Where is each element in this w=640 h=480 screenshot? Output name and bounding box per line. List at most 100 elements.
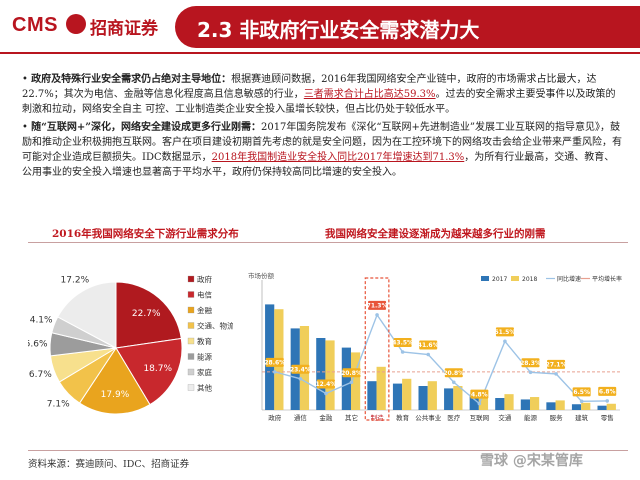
bar-2018 bbox=[555, 400, 565, 410]
bar-2017 bbox=[316, 338, 326, 410]
pie-legend-swatch bbox=[187, 322, 195, 329]
bar-2017 bbox=[495, 398, 505, 410]
growth-point bbox=[375, 313, 379, 317]
growth-label: 28.6% bbox=[264, 360, 285, 367]
growth-label-bg bbox=[521, 358, 540, 368]
source-note: 资料来源：赛迪顾问、IDC、招商证券 bbox=[28, 459, 190, 470]
growth-point bbox=[298, 377, 303, 381]
pie-legend-label: 电信 bbox=[197, 290, 212, 300]
header-bar: CMS 招商证券 2.3 非政府行业安全需求潜力大 bbox=[0, 0, 640, 56]
bar-2018 bbox=[325, 340, 335, 410]
x-tick-label: 其它 bbox=[345, 413, 358, 422]
growth-label: 20.8% bbox=[341, 370, 362, 377]
x-tick-label: 互联网 bbox=[470, 413, 490, 422]
growth-label: 41.6% bbox=[418, 342, 439, 349]
logo-cn-text: 招商证券 bbox=[90, 19, 158, 39]
bullet-2-highlight: 2018年我国制造业安全投入同比2017年增速达到71.3% bbox=[211, 152, 465, 163]
bar-legend-label: 2018 bbox=[522, 276, 537, 283]
growth-point bbox=[503, 339, 507, 344]
pie-slice bbox=[78, 347, 151, 415]
growth-label-bg bbox=[291, 364, 310, 374]
growth-label: 12.4% bbox=[316, 381, 337, 388]
bar-legend-label: 2017 bbox=[492, 276, 507, 283]
y-axis-label: 市场份额 bbox=[248, 271, 275, 280]
x-tick-label: 金融 bbox=[319, 413, 333, 422]
pie-legend-label: 能源 bbox=[197, 352, 212, 362]
growth-label-bg bbox=[265, 357, 284, 367]
bullet-2-text-b: ，为所有行业最高，交通、教育、公用事业的安全投入增速也显著高于平均水平，政府仍保… bbox=[22, 152, 615, 178]
growth-point bbox=[528, 370, 533, 375]
growth-label-bg bbox=[572, 387, 591, 397]
growth-label: 43.5% bbox=[392, 340, 413, 347]
bar-2018 bbox=[504, 394, 514, 410]
bar-2018 bbox=[529, 397, 540, 410]
pie-legend-swatch bbox=[187, 275, 195, 283]
bar-2017 bbox=[367, 381, 377, 410]
growth-label-bg bbox=[547, 359, 566, 369]
header-divider bbox=[0, 52, 640, 54]
x-tick-label: 政府 bbox=[268, 413, 282, 422]
growth-label: 27.1% bbox=[546, 362, 567, 369]
bar-2017 bbox=[341, 347, 351, 410]
pie-slice-label: 18.7% bbox=[143, 364, 172, 374]
footer-divider bbox=[28, 450, 628, 451]
bullet-1-highlight: 三者需求合计占比高达59.3% bbox=[303, 89, 436, 100]
growth-point bbox=[349, 380, 354, 385]
x-tick-label: 制造 bbox=[371, 413, 385, 422]
growth-label: 28.3% bbox=[520, 360, 541, 367]
bar-2017 bbox=[469, 394, 479, 410]
growth-label-bg bbox=[470, 389, 489, 399]
bar-2017 bbox=[418, 386, 428, 410]
pie-legend-label: 交通、物流 bbox=[197, 321, 233, 331]
growth-label-bg bbox=[316, 379, 335, 389]
pie-slice-label: 7.1% bbox=[47, 399, 70, 409]
growth-label: 71.3% bbox=[367, 303, 388, 310]
bar-legend-swatch bbox=[481, 276, 489, 281]
bar-2017 bbox=[597, 405, 607, 410]
bar-legend-label: 同比增速 bbox=[557, 275, 581, 283]
growth-label-bg bbox=[444, 368, 463, 378]
x-tick-label: 服务 bbox=[550, 413, 564, 422]
logo-text: CMS bbox=[12, 14, 58, 36]
x-tick-label: 能源 bbox=[524, 413, 538, 422]
pie-legend-label: 其他 bbox=[197, 383, 212, 393]
bullet-paragraph-1: • 政府及特殊行业安全需求仍占绝对主导地位：根据赛迪顾问数据，2016年我国网络… bbox=[22, 74, 616, 115]
growth-label-bg bbox=[393, 338, 412, 347]
growth-label: 20.8% bbox=[443, 370, 464, 377]
bullet-paragraph-2: • 随“互联网+”深化，网络安全建设成更多行业刚需：2017年国务院发布《深化“… bbox=[22, 122, 622, 178]
bar-2018 bbox=[402, 378, 412, 410]
x-tick-label: 医疗 bbox=[447, 413, 461, 422]
growth-label-bg bbox=[598, 386, 617, 396]
bar-2018 bbox=[606, 403, 616, 410]
growth-point bbox=[579, 399, 584, 404]
x-tick-label: 零售 bbox=[601, 413, 614, 422]
growth-label: 23.4% bbox=[290, 367, 311, 374]
growth-point bbox=[426, 352, 431, 357]
growth-point bbox=[400, 350, 405, 354]
pie-legend-swatch bbox=[187, 384, 195, 391]
bar-2017 bbox=[546, 402, 556, 410]
growth-label: 6.5% bbox=[573, 389, 590, 396]
pie-legend-label: 教育 bbox=[197, 336, 212, 346]
pie-chart-title: 2016年我国网络安全下游行业需求分布 bbox=[52, 228, 239, 240]
bar-2018 bbox=[453, 386, 463, 410]
pie-slice bbox=[115, 281, 182, 349]
pie-slice-label: 17.2% bbox=[61, 275, 90, 285]
growth-label: 6.8% bbox=[599, 389, 616, 396]
x-tick-label: 教育 bbox=[396, 413, 410, 422]
growth-label-bg bbox=[342, 368, 361, 378]
highlight-box bbox=[364, 277, 390, 421]
pie-legend-swatch bbox=[187, 337, 195, 345]
pie-legend-label: 金融 bbox=[197, 305, 212, 315]
bar-2018 bbox=[350, 352, 361, 410]
bar-2018 bbox=[478, 394, 489, 410]
pie-legend-label: 政府 bbox=[197, 274, 212, 284]
growth-point bbox=[605, 399, 610, 403]
bullet-1-text-b: 。过去的安全需求主要受事件以及政策的刺激和拉动，网络安全自主 可控、工业制造类企… bbox=[22, 89, 616, 115]
pie-slice-label: 22.7% bbox=[132, 309, 161, 319]
bar-2018 bbox=[581, 402, 591, 410]
bar-chart-title: 我国网络安全建设逐渐成为越来越多行业的刚需 bbox=[325, 228, 546, 240]
title-banner: 2.3 非政府行业安全需求潜力大 bbox=[175, 6, 640, 48]
pie-chart: 22.7% 18.7% 17.9% 7.1% 6.7% 5.6% 4.1% 17.2% 政府电信… bbox=[28, 274, 233, 415]
pie-slice-label: 5.6% bbox=[28, 339, 48, 349]
